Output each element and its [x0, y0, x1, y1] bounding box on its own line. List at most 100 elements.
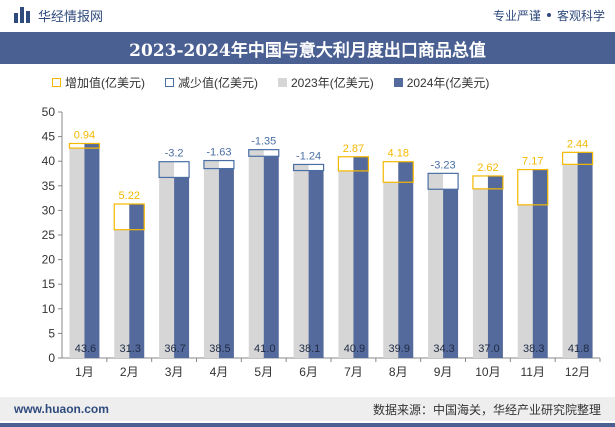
value-label-2024: 38.1 — [299, 343, 320, 355]
change-label: 5.22 — [119, 190, 140, 202]
y-tick-label: 15 — [42, 277, 56, 291]
y-tick-label: 5 — [48, 326, 55, 340]
value-label-2024: 41.8 — [568, 343, 589, 355]
bar-2024 — [532, 169, 548, 358]
change-label: 0.94 — [74, 129, 95, 141]
change-box-increase — [561, 151, 594, 165]
value-label-2024: 38.5 — [209, 343, 230, 355]
x-tick-label: 9月 — [434, 365, 453, 379]
value-label-2024: 39.9 — [389, 343, 410, 355]
change-label: 2.44 — [567, 138, 588, 150]
chart-title: 2023-2024年中国与意大利月度出口商品总值 — [129, 40, 486, 61]
website-link[interactable]: www.huaon.com — [14, 402, 109, 416]
value-label-2024: 37.0 — [478, 343, 499, 355]
y-tick-label: 25 — [42, 228, 56, 242]
bar-2023 — [517, 204, 533, 358]
change-box-decrease — [292, 163, 325, 172]
legend-item-2024: 2024年(亿美元) — [393, 74, 490, 91]
value-label-2024: 40.9 — [344, 343, 365, 355]
y-tick-label: 50 — [42, 105, 56, 119]
bar-2024 — [308, 170, 324, 358]
bar-2023 — [159, 161, 175, 358]
x-tick-label: 1月 — [75, 365, 94, 379]
legend-item-decrease: 减少值(亿美元) — [165, 74, 258, 91]
change-box-increase — [113, 203, 145, 231]
change-label: -3.2 — [165, 148, 184, 160]
legend-swatch-increase — [52, 78, 61, 87]
bar-2024 — [174, 177, 190, 358]
bar-2024 — [218, 168, 234, 358]
change-label: -1.63 — [206, 147, 231, 159]
x-tick-label: 6月 — [299, 365, 318, 379]
separator-dot-icon — [546, 13, 551, 17]
legend-item-increase: 增加值(亿美元) — [52, 74, 145, 91]
x-tick-label: 8月 — [389, 365, 408, 379]
x-tick-label: 3月 — [165, 365, 184, 379]
bottom-rule — [0, 423, 615, 427]
value-label-2024: 31.3 — [120, 343, 141, 355]
brand-name: 华经情报网 — [38, 8, 104, 24]
x-tick-label: 11月 — [521, 365, 545, 379]
legend-label-decrease: 减少值(亿美元) — [178, 76, 258, 90]
bar-2024 — [353, 156, 369, 358]
bar-2023 — [69, 148, 85, 358]
footer: www.huaon.com 数据来源：中国海关，华经产业研究院整理 — [0, 397, 615, 421]
brand: 华经情报网 — [14, 6, 103, 25]
y-tick-label: 30 — [42, 203, 56, 217]
change-box-decrease — [158, 161, 190, 179]
value-label-2024: 38.3 — [523, 343, 544, 355]
bar-2023 — [383, 182, 399, 358]
change-label: -1.35 — [251, 136, 276, 148]
bar-2024 — [84, 143, 100, 358]
bar-2023 — [472, 188, 488, 358]
data-source: 数据来源：中国海关，华经产业研究院整理 — [372, 402, 601, 417]
change-box-decrease — [427, 172, 459, 190]
bar-2023 — [338, 170, 354, 358]
slogan-right: 客观科学 — [556, 8, 605, 23]
y-tick-label: 20 — [42, 253, 56, 267]
bar-2023 — [248, 149, 264, 358]
bar-2024 — [443, 189, 459, 358]
value-label-2024: 36.7 — [164, 343, 185, 355]
change-box-increase — [68, 142, 101, 149]
bar-2024 — [398, 161, 414, 358]
bar-2024 — [263, 156, 279, 358]
top-bar: 华经情报网 专业严谨 客观科学 — [0, 0, 615, 30]
bar-2024 — [487, 175, 503, 358]
x-tick-label: 7月 — [344, 365, 363, 379]
x-tick-label: 2月 — [120, 365, 139, 379]
bar-2024 — [577, 152, 593, 358]
change-box-decrease — [248, 149, 280, 157]
change-box-increase — [337, 156, 370, 172]
x-tick-label: 5月 — [254, 365, 273, 379]
y-tick-label: 10 — [42, 302, 56, 316]
bar-2023 — [293, 164, 309, 358]
change-label: -1.24 — [296, 150, 321, 162]
legend-label-2023: 2023年(亿美元) — [291, 76, 374, 90]
bar-2023 — [114, 229, 130, 358]
x-tick-label: 10月 — [475, 365, 500, 379]
slogan-left: 专业严谨 — [492, 8, 541, 23]
value-label-2024: 34.3 — [433, 343, 454, 355]
y-tick-label: 35 — [42, 179, 56, 193]
legend-label-2024: 2024年(亿美元) — [406, 76, 490, 90]
bar-2023 — [428, 173, 444, 358]
x-tick-label: 12月 — [565, 365, 590, 379]
title-bar: 2023-2024年中国与意大利月度出口商品总值 — [0, 32, 615, 64]
bar-chart-logo-icon — [14, 7, 32, 23]
y-tick-label: 0 — [48, 351, 55, 365]
change-box-increase — [382, 161, 414, 183]
y-tick-label: 45 — [42, 130, 56, 144]
bar-2023 — [562, 164, 578, 358]
value-label-2024: 43.6 — [75, 343, 96, 355]
legend-swatch-2024 — [393, 78, 403, 87]
legend-swatch-2023 — [278, 78, 287, 87]
legend: 增加值(亿美元) 减少值(亿美元) 2023年(亿美元) 2024年(亿美元) — [52, 74, 509, 91]
change-box-increase — [472, 175, 504, 190]
change-label: 2.62 — [477, 162, 498, 174]
change-label: 7.17 — [522, 156, 543, 168]
legend-swatch-decrease — [165, 78, 174, 87]
value-label-2024: 41.0 — [254, 343, 275, 355]
